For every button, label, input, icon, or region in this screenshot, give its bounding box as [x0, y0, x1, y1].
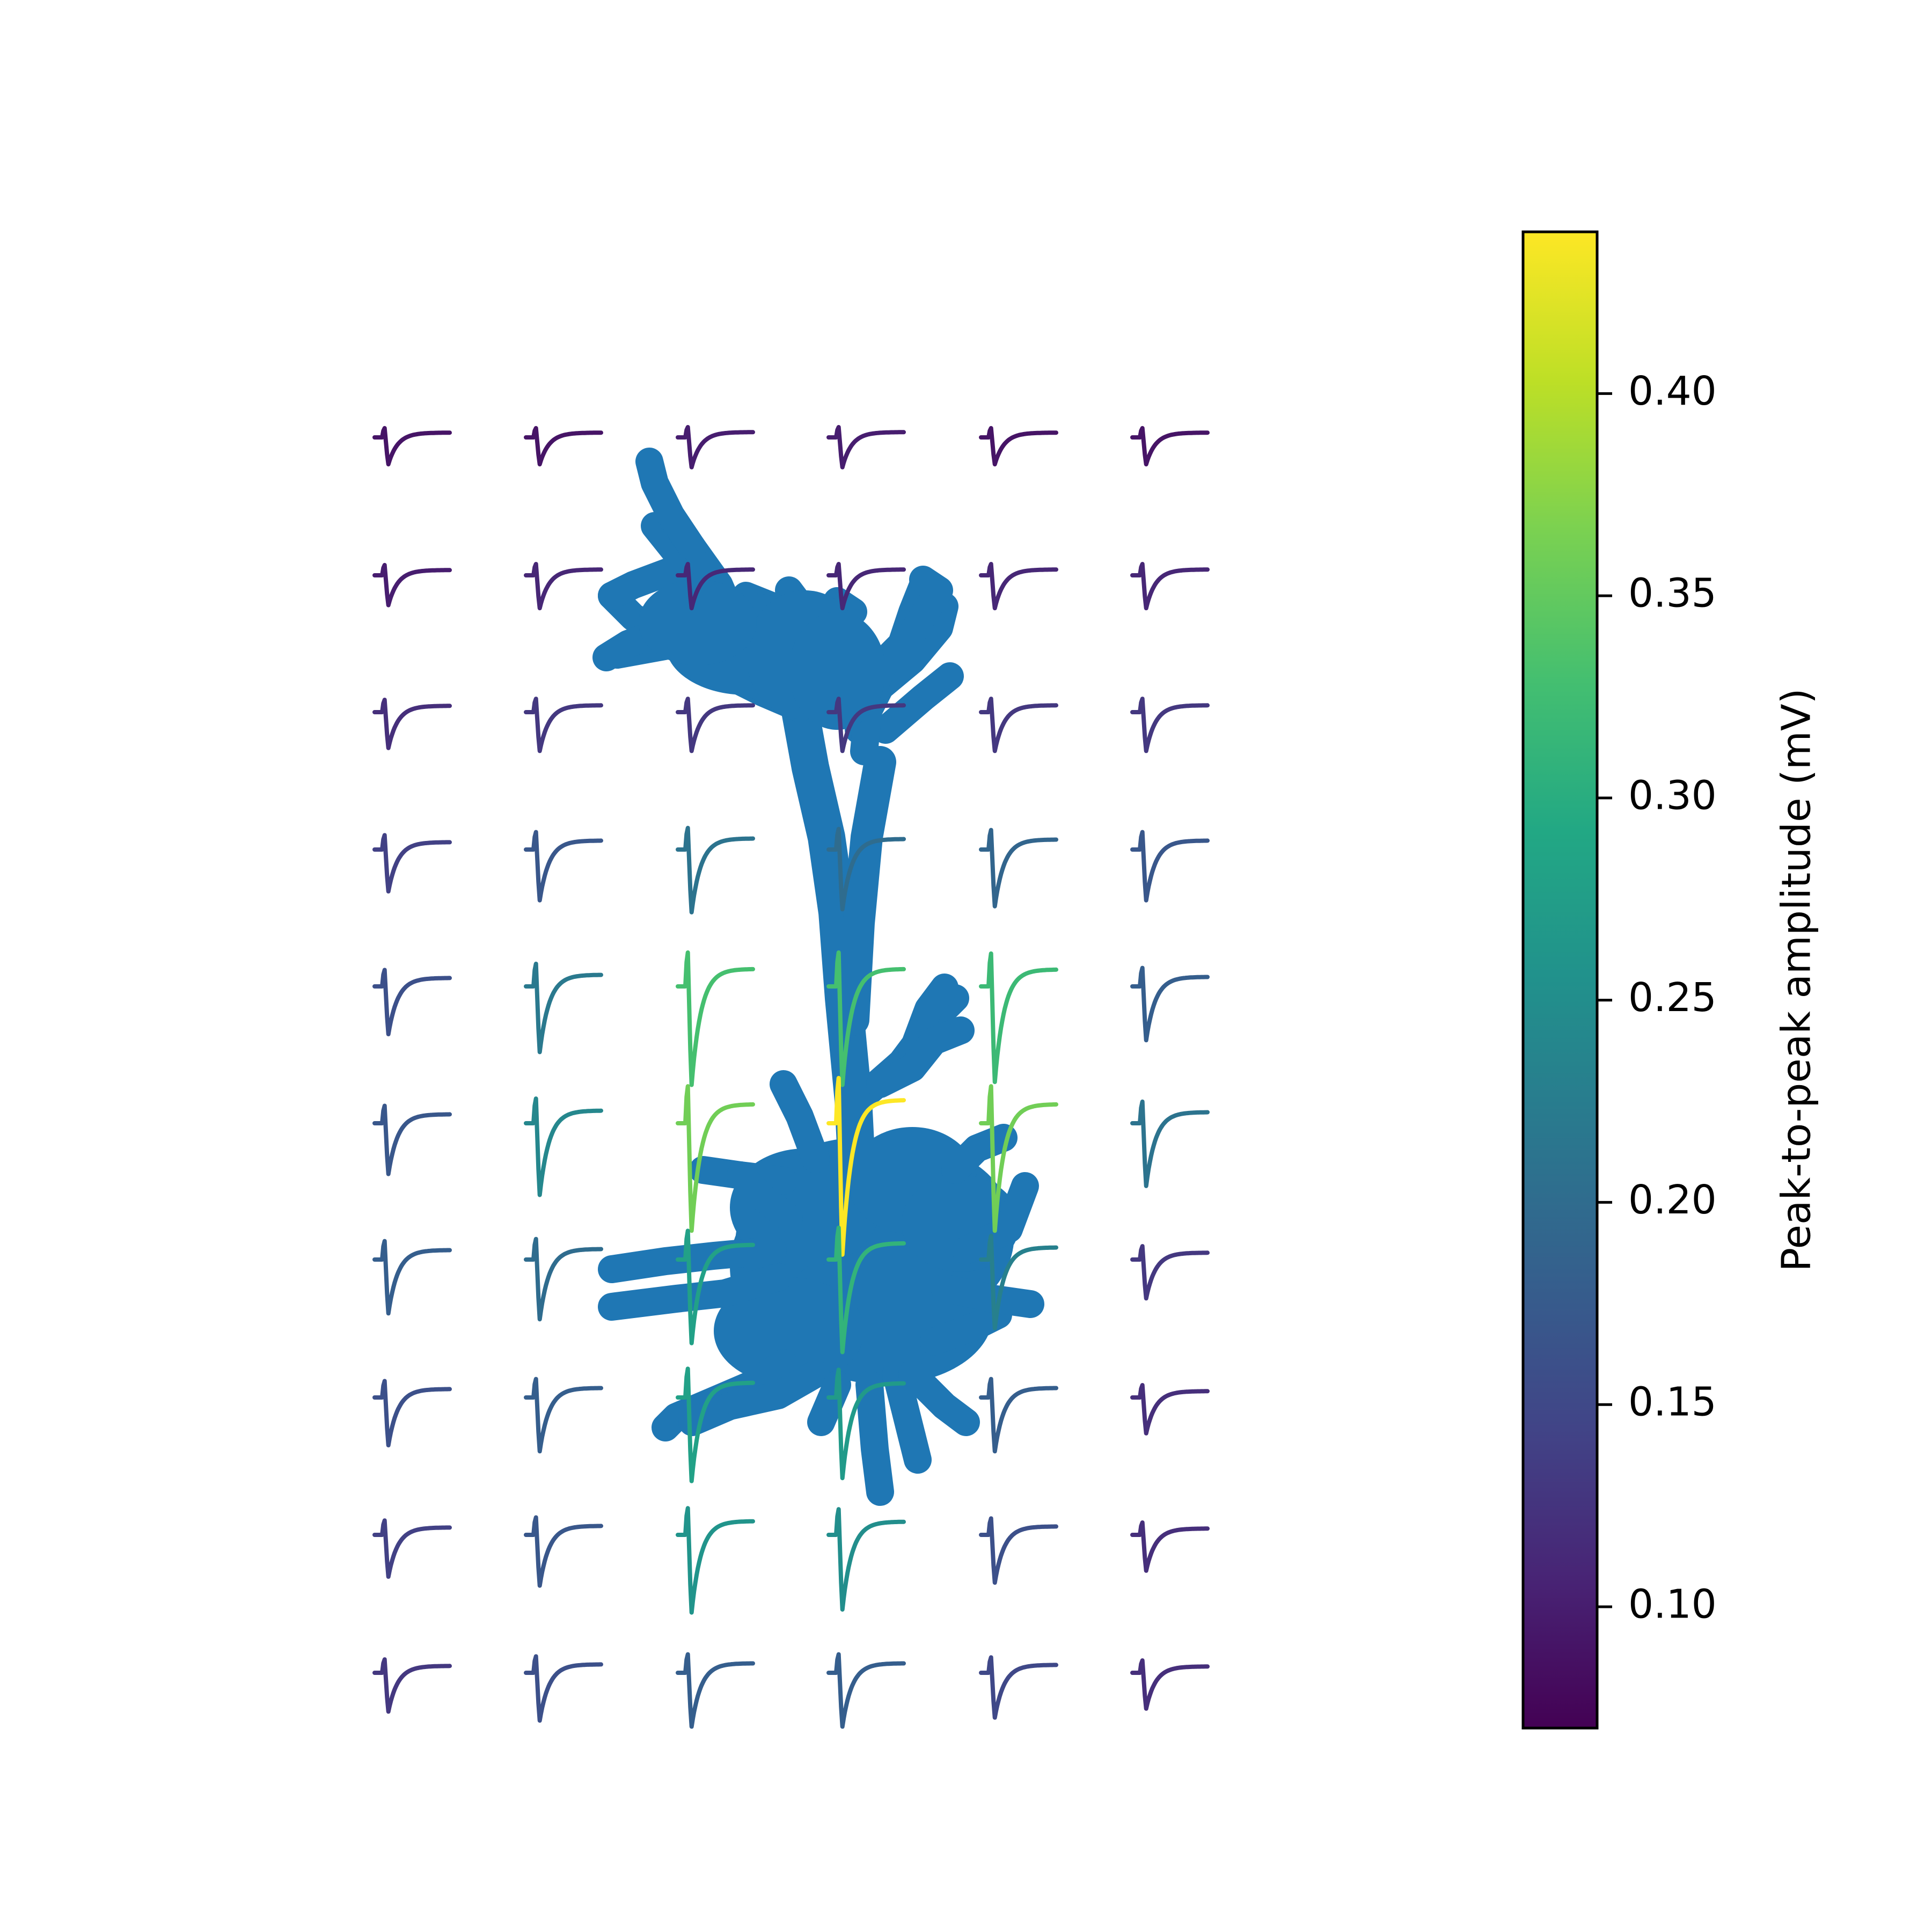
- colorbar-tick-label: 0.20: [1628, 1177, 1717, 1223]
- neurite: [598, 1236, 787, 1283]
- waveform-trace: [979, 828, 1058, 909]
- waveform-trace: [1130, 697, 1210, 753]
- waveform-trace: [372, 1379, 452, 1447]
- waveform-trace: [524, 830, 603, 903]
- waveform-trace: [826, 562, 906, 611]
- waveform-trace: [524, 1096, 603, 1197]
- waveform-trace: [524, 1515, 603, 1588]
- waveform-trace: [826, 1507, 906, 1612]
- colorbar-tick-label: 0.40: [1628, 368, 1717, 414]
- waveform-trace: [826, 1367, 906, 1481]
- waveform-trace: [979, 697, 1058, 753]
- waveform-grid: [372, 425, 1210, 1729]
- waveform-trace: [1130, 1099, 1210, 1188]
- neurite: [941, 1124, 1018, 1184]
- neurite: [882, 1360, 932, 1474]
- waveform-trace: [979, 951, 1058, 1085]
- waveform-trace: [979, 1655, 1058, 1720]
- waveform-trace: [676, 425, 755, 470]
- waveform-trace: [979, 562, 1058, 611]
- neurite: [635, 448, 706, 561]
- waveform-trace: [676, 1652, 755, 1729]
- waveform-trace: [676, 697, 755, 753]
- colorbar-ticks: 0.10 0.15 0.20 0.25 0.30 0.35 0.40: [1597, 368, 1717, 1627]
- colorbar-tick-label: 0.35: [1628, 570, 1717, 617]
- waveform-trace: [372, 698, 452, 750]
- waveform-trace: [1130, 965, 1210, 1043]
- waveform-trace: [979, 426, 1058, 467]
- colorbar-frame: [1521, 230, 1599, 1730]
- neurite: [598, 555, 690, 610]
- neurite: [931, 1274, 1044, 1318]
- waveform-trace: [676, 950, 755, 1087]
- soma-region: [639, 580, 757, 665]
- waveform-trace: [1130, 562, 1210, 611]
- colorbar-tick-label: 0.10: [1628, 1581, 1717, 1627]
- waveform-trace: [979, 1377, 1058, 1454]
- waveform-trace: [372, 426, 452, 467]
- neurite: [872, 662, 964, 744]
- neurite: [598, 1263, 792, 1321]
- soma-region: [714, 1277, 864, 1385]
- waveform-trace: [676, 1366, 755, 1483]
- waveform-trace: [1130, 1520, 1210, 1573]
- neurite: [770, 1070, 830, 1173]
- waveform-trace: [826, 1225, 906, 1355]
- waveform-trace: [979, 1516, 1058, 1585]
- waveform-trace: [372, 1518, 452, 1579]
- waveform-trace: [372, 833, 452, 894]
- waveform-trace: [676, 562, 755, 611]
- waveform-trace: [372, 1103, 452, 1176]
- waveform-trace: [524, 1654, 603, 1723]
- waveform-trace: [979, 1084, 1058, 1233]
- waveform-trace: [524, 697, 603, 753]
- waveform-trace: [676, 825, 755, 914]
- waveform-trace: [1130, 426, 1210, 467]
- waveform-trace: [1130, 1658, 1210, 1711]
- waveform-trace: [524, 426, 603, 467]
- waveform-trace: [524, 562, 603, 611]
- neurite: [866, 592, 958, 701]
- colorbar-label: Peak-to-peak amplitude (mV): [1774, 689, 1820, 1272]
- waveform-trace: [372, 1657, 452, 1714]
- waveform-trace: [372, 562, 452, 608]
- neurite: [952, 1172, 1039, 1264]
- waveform-trace: [524, 961, 603, 1055]
- colorbar-tick-label: 0.25: [1628, 975, 1717, 1021]
- waveform-trace: [524, 1377, 603, 1454]
- colorbar-gradient: [1523, 232, 1597, 1728]
- waveform-trace: [826, 697, 906, 753]
- waveform-trace: [676, 1228, 755, 1345]
- waveform-trace: [1130, 1383, 1210, 1436]
- waveform-trace: [1130, 830, 1210, 903]
- waveform-trace: [826, 826, 906, 912]
- neurite: [920, 1301, 1012, 1356]
- soma-region: [789, 612, 885, 730]
- waveform-trace: [676, 1084, 755, 1233]
- colorbar-tick-label: 0.30: [1628, 772, 1717, 818]
- neurite: [898, 1360, 980, 1436]
- neuron-morphology: [592, 448, 1044, 1506]
- neurite: [837, 746, 896, 1036]
- waveform-trace: [826, 1652, 906, 1729]
- waveform-trace: [676, 1506, 755, 1615]
- waveform-trace: [372, 968, 452, 1036]
- neurite: [898, 974, 958, 1066]
- waveform-trace: [979, 1234, 1058, 1330]
- waveform-trace: [826, 950, 906, 1087]
- neurite: [727, 1161, 803, 1232]
- waveform-trace: [524, 1236, 603, 1322]
- neurite: [855, 1371, 894, 1506]
- waveform-trace: [1130, 1244, 1210, 1301]
- neurite: [866, 1016, 975, 1098]
- waveform-trace: [372, 1239, 452, 1316]
- colorbar-tick-label: 0.15: [1628, 1379, 1717, 1425]
- neurite: [678, 1360, 830, 1436]
- colorbar: 0.10 0.15 0.20 0.25 0.30 0.35 0.40 Peak-to-pea…: [1521, 230, 1820, 1730]
- waveform-trace: [826, 1075, 906, 1257]
- waveform-trace: [826, 425, 906, 470]
